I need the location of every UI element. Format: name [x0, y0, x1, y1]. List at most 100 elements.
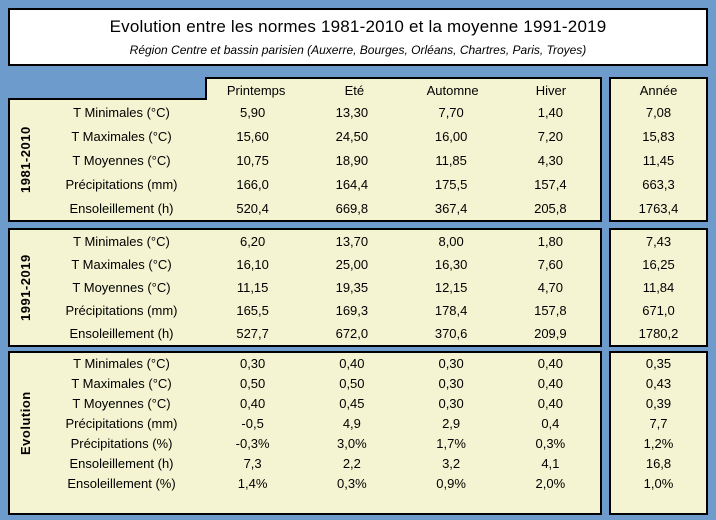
value-cell: 672,0: [335, 326, 369, 341]
value-cell: -0,5: [241, 415, 264, 431]
row-label: Précipitations (mm): [65, 303, 178, 318]
annee-value-cell: 15,83: [642, 128, 675, 144]
value-cell: -0,3%: [235, 435, 270, 451]
value-cell: 205,8: [534, 200, 567, 216]
value-cell: 157,8: [534, 303, 567, 318]
value-cell: 24,50: [335, 128, 369, 144]
season-header-row: Printemps Eté Automne Hiver: [205, 77, 602, 100]
value-cell: 0,3%: [337, 475, 367, 491]
annee-value-cell: 7,43: [645, 234, 672, 249]
row-label: Précipitations (mm): [65, 415, 178, 431]
row-label: Ensoleillement (h): [69, 455, 174, 471]
value-cell: 0,30: [438, 395, 464, 411]
value-cell: 164,4: [335, 176, 369, 192]
value-cell: 18,90: [335, 152, 369, 168]
value-cell: 0,30: [239, 355, 266, 371]
value-cell: 175,5: [434, 176, 468, 192]
value-cell: 25,00: [335, 257, 369, 272]
value-cell: 0,50: [339, 375, 365, 391]
annee-box-evolution: 0,35 0,43 0,39 7,7 1,2% 16,8 1,0%: [609, 351, 708, 515]
value-cell: 166,0: [236, 176, 269, 192]
value-cell: 169,3: [335, 303, 369, 318]
value-cell: 4,30: [537, 152, 564, 168]
row-label: T Minimales (°C): [73, 104, 170, 120]
value-cell: 0,40: [537, 355, 564, 371]
value-cell: 2,9: [442, 415, 461, 431]
value-cell: 367,4: [434, 200, 468, 216]
annee-value-cell: 0,35: [645, 355, 672, 371]
value-cell: 2,2: [342, 455, 361, 471]
value-cell: 165,5: [236, 303, 269, 318]
value-cell: 15,60: [236, 128, 269, 144]
annee-value-cell: 1763,4: [638, 200, 679, 216]
vertical-section-label: Evolution: [17, 391, 33, 455]
value-cell: 0,30: [438, 355, 464, 371]
value-cell: 16,30: [434, 257, 468, 272]
annee-value-cell: 1780,2: [638, 326, 679, 341]
value-cell: 0,40: [537, 375, 564, 391]
value-cell: 12,15: [434, 280, 468, 295]
value-cell: 1,80: [537, 234, 564, 249]
value-cell: 16,10: [236, 257, 269, 272]
value-cell: 669,8: [335, 200, 369, 216]
annee-value-cell: 7,7: [649, 415, 668, 431]
title-box: Evolution entre les normes 1981-2010 et …: [8, 8, 708, 66]
row-label: Ensoleillement (h): [69, 200, 174, 216]
annee-value-cell: 11,84: [642, 280, 675, 295]
value-cell: 0,4: [541, 415, 560, 431]
section-box-1981-2010: 1981-2010 T Minimales (°C) 5,90 13,30 7,70 1,…: [8, 100, 602, 222]
value-cell: 7,3: [243, 455, 262, 471]
value-cell: 10,75: [236, 152, 269, 168]
row-label: T Moyennes (°C): [72, 280, 171, 295]
annee-box-1981-2010: Année 7,08 15,83 11,45 663,3 1763,4: [609, 77, 708, 222]
value-cell: 0,9%: [436, 475, 466, 491]
value-cell: 209,9: [534, 326, 567, 341]
row-label: T Maximales (°C): [71, 257, 172, 272]
annee-value-cell: 0,39: [645, 395, 672, 411]
value-cell: 520,4: [236, 200, 269, 216]
row-label: Précipitations (mm): [65, 176, 178, 192]
annee-value-cell: 16,25: [642, 257, 675, 272]
value-cell: 178,4: [434, 303, 468, 318]
value-cell: 7,20: [537, 128, 564, 144]
value-cell: 1,40: [537, 104, 564, 120]
value-cell: 1,4%: [237, 475, 268, 491]
row-label: Ensoleillement (h): [69, 326, 174, 341]
value-cell: 13,30: [335, 104, 369, 120]
annee-value-cell: 0,43: [645, 375, 672, 391]
annee-value-cell: 16,8: [645, 455, 672, 471]
value-cell: 3,2: [442, 455, 461, 471]
value-cell: 0,30: [438, 375, 464, 391]
value-cell: 7,60: [537, 257, 564, 272]
value-cell: 157,4: [534, 176, 567, 192]
row-label: Précipitations (%): [70, 435, 173, 451]
col-header-annee: Année: [639, 83, 678, 98]
value-cell: 5,90: [239, 104, 266, 120]
annee-value-cell: 663,3: [642, 176, 675, 192]
value-cell: 0,45: [339, 395, 365, 411]
annee-value-cell: 11,45: [642, 152, 675, 168]
section-grid: 1981-2010 T Minimales (°C) 5,90 13,30 7,70 1,…: [10, 100, 600, 220]
value-cell: 4,9: [342, 415, 361, 431]
row-label: T Minimales (°C): [73, 355, 170, 371]
value-cell: 8,00: [438, 234, 464, 249]
value-cell: 0,50: [239, 375, 266, 391]
value-cell: 6,20: [239, 234, 266, 249]
value-cell: 370,6: [434, 326, 468, 341]
row-label: T Moyennes (°C): [72, 152, 171, 168]
value-cell: 11,15: [236, 280, 269, 295]
annee-box-1991-2019: 7,43 16,25 11,84 671,0 1780,2: [609, 228, 708, 347]
col-header-printemps: Printemps: [226, 83, 286, 98]
annee-value-cell: 671,0: [642, 303, 675, 318]
value-cell: 527,7: [236, 326, 269, 341]
value-cell: 0,40: [239, 395, 266, 411]
value-cell: 4,1: [541, 455, 560, 471]
value-cell: 0,40: [339, 355, 365, 371]
vertical-section-label: 1981-2010: [17, 126, 33, 194]
value-cell: 19,35: [335, 280, 369, 295]
value-cell: 0,3%: [535, 435, 566, 451]
page-title: Evolution entre les normes 1981-2010 et …: [109, 17, 607, 36]
annee-value-cell: 1,0%: [643, 475, 674, 491]
row-label: T Maximales (°C): [71, 128, 172, 144]
